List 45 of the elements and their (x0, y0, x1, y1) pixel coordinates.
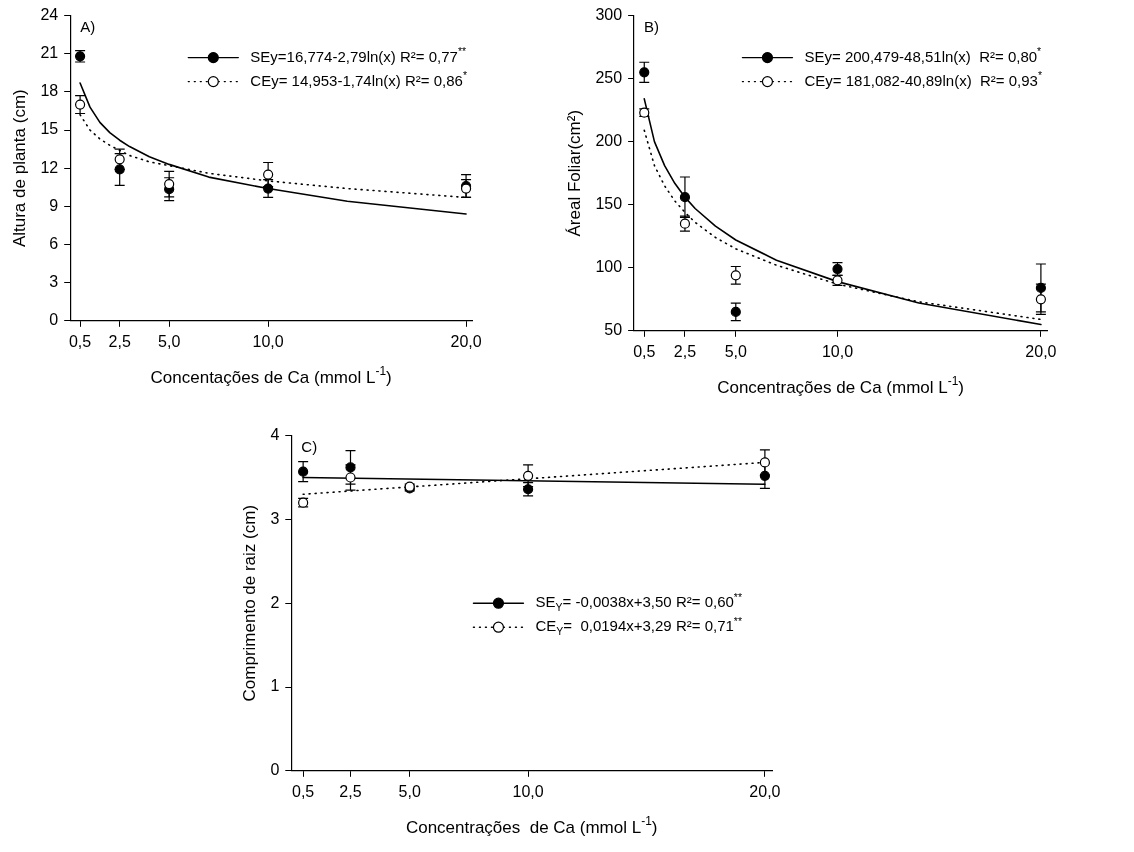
x-tick-label: 20,0 (749, 782, 781, 800)
annotation: B) (644, 17, 660, 35)
x-tick-label: 20,0 (450, 332, 482, 350)
y-tick-label: 250 (595, 69, 623, 87)
y-tick-label: 3 (49, 273, 59, 291)
y-tick-label: 18 (40, 82, 59, 100)
y-tick-label: 24 (40, 6, 59, 24)
x-tick-label: 0,5 (633, 342, 656, 360)
x-tick-label: 10,0 (512, 782, 544, 800)
annotation: A) (80, 17, 96, 35)
y-tick-label: 15 (40, 120, 59, 138)
y-tick-label: 2 (270, 593, 280, 611)
x-tick-label: 2,5 (339, 782, 362, 800)
x-tick-label: 5,0 (158, 332, 181, 350)
x-tick-label: 0,5 (292, 782, 315, 800)
y-tick-label: 0 (49, 311, 59, 329)
x-tick-label: 2,5 (673, 342, 697, 360)
y-tick-label: 1 (270, 677, 280, 695)
x-tick-label: 5,0 (398, 782, 421, 800)
y-tick-label: 150 (595, 195, 623, 213)
y-tick-label: 4 (270, 426, 280, 444)
y-tick-label: 50 (604, 321, 623, 339)
y-tick-label: 0 (270, 761, 280, 779)
y-axis-title: Altura de planta (cm) (9, 89, 29, 248)
y-tick-label: 9 (49, 196, 59, 214)
y-tick-label: 300 (595, 6, 623, 24)
x-tick-label: 5,0 (724, 342, 748, 360)
y-axis-title: Áreal Foliar(cm²) (564, 109, 584, 237)
y-tick-label: 3 (270, 509, 280, 527)
legend-label: CEy= 181,082-40,89ln(x) R²= 0,93* (804, 69, 1043, 89)
y-tick-label: 21 (40, 44, 59, 62)
x-tick-label: 10,0 (252, 332, 284, 350)
y-axis-title: Comprimento de raiz (cm) (239, 504, 259, 702)
legend-label: CEy= 14,953-1,74ln(x) R²= 0,86* (250, 69, 468, 89)
y-tick-label: 6 (49, 234, 59, 252)
legend-label: SEy= 200,479-48,51ln(x) R²= 0,80* (804, 45, 1042, 65)
y-tick-label: 100 (595, 258, 623, 276)
x-tick-label: 10,0 (821, 342, 854, 360)
legend-label: SEy=16,774-2,79ln(x) R²= 0,77** (250, 45, 467, 65)
y-tick-label: 200 (595, 132, 623, 150)
x-tick-label: 20,0 (1025, 342, 1057, 360)
x-tick-label: 0,5 (68, 332, 92, 350)
annotation: C) (301, 437, 318, 455)
y-tick-label: 12 (40, 158, 59, 176)
x-tick-label: 2,5 (108, 332, 131, 350)
